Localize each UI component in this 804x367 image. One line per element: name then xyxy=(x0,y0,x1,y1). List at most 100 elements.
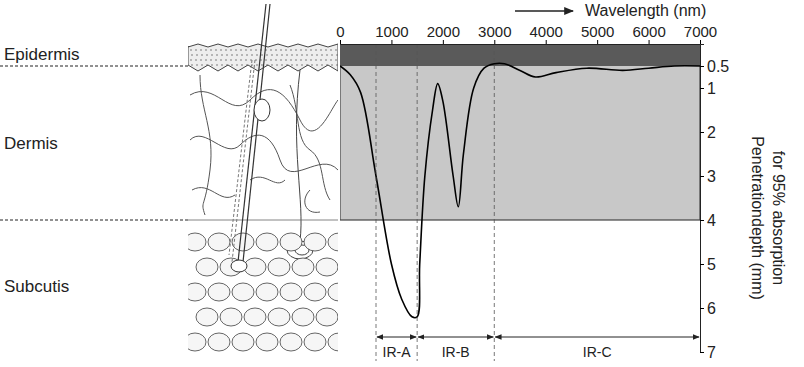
stipple xyxy=(226,54,227,55)
sweat-duct xyxy=(296,70,301,241)
x-tick: 7000 xyxy=(684,23,717,44)
vessel xyxy=(305,190,320,212)
y-tick-mark xyxy=(700,264,704,265)
stipple xyxy=(280,59,281,60)
stipple xyxy=(271,54,272,55)
y-tick-mark xyxy=(700,66,704,67)
stipple xyxy=(206,64,207,65)
band-label: IR-A xyxy=(383,344,412,360)
vessel xyxy=(290,85,330,200)
stipple xyxy=(310,59,311,60)
hair-follicle xyxy=(229,60,255,262)
x-tick-mark xyxy=(597,40,598,44)
stipple xyxy=(235,49,236,50)
fat-cell xyxy=(280,333,302,351)
band-boundary xyxy=(417,44,418,361)
stipple xyxy=(195,49,196,50)
y-tick-label: 1 xyxy=(707,80,716,97)
y-tick-label: 0.5 xyxy=(707,58,729,75)
stipple xyxy=(335,59,336,60)
y-tick: 0.5 xyxy=(700,58,729,75)
stipple xyxy=(231,54,232,55)
hair-bulb xyxy=(231,260,247,272)
fat-cell xyxy=(292,308,314,326)
y-tick-label: 2 xyxy=(707,124,716,141)
stipple xyxy=(295,49,296,50)
stipple xyxy=(200,49,201,50)
y-tick: 7 xyxy=(700,344,716,361)
stipple xyxy=(236,64,237,65)
x-tick-mark xyxy=(700,40,701,44)
stipple xyxy=(205,49,206,50)
stipple xyxy=(220,49,221,50)
y-tick: 3 xyxy=(700,168,716,185)
stipple xyxy=(311,64,312,65)
stipple xyxy=(225,49,226,50)
x-tick-label: 5000 xyxy=(581,23,614,40)
stipple xyxy=(316,64,317,65)
x-tick-mark xyxy=(546,40,547,44)
stipple xyxy=(335,49,336,50)
x-tick-mark xyxy=(494,40,495,44)
band-bracket xyxy=(495,337,699,338)
stipple xyxy=(235,59,236,60)
stipple xyxy=(315,59,316,60)
stipple xyxy=(316,54,317,55)
fat-cell xyxy=(304,333,326,351)
stipple xyxy=(206,54,207,55)
stipple xyxy=(225,59,226,60)
stipple xyxy=(331,64,332,65)
stipple xyxy=(275,59,276,60)
layer-label: Subcutis xyxy=(4,277,69,296)
stipple xyxy=(276,54,277,55)
stipple xyxy=(305,49,306,50)
vessel xyxy=(190,90,338,131)
vessel xyxy=(200,75,211,215)
stipple xyxy=(205,59,206,60)
stipple xyxy=(210,59,211,60)
band-boundary xyxy=(494,44,495,361)
fat-cell xyxy=(328,283,338,301)
layer-label: Dermis xyxy=(4,134,58,153)
stipple xyxy=(291,54,292,55)
vessel xyxy=(190,135,338,171)
fat-cell xyxy=(280,233,302,251)
stipple xyxy=(231,64,232,65)
stipple xyxy=(315,49,316,50)
fat-cell xyxy=(304,233,326,251)
epidermis-region xyxy=(340,44,700,66)
fat-cell xyxy=(208,333,230,351)
stipple xyxy=(201,64,202,65)
band-bracket xyxy=(418,337,493,338)
stipple xyxy=(230,49,231,50)
hair xyxy=(238,4,266,262)
stipple xyxy=(266,54,267,55)
layer-boundary xyxy=(0,220,188,221)
stipple xyxy=(266,64,267,65)
y-tick-label: 3 xyxy=(707,168,716,185)
stipple xyxy=(325,49,326,50)
fat-cell xyxy=(208,283,230,301)
stipple xyxy=(300,49,301,50)
x-tick: 5000 xyxy=(581,23,614,44)
y-tick-label: 6 xyxy=(707,300,716,317)
stipple xyxy=(195,59,196,60)
stipple xyxy=(256,64,257,65)
y-tick-mark xyxy=(700,220,704,221)
fat-cell xyxy=(208,233,230,251)
fat-cell xyxy=(188,233,206,251)
stipple xyxy=(290,59,291,60)
stipple xyxy=(305,59,306,60)
y-tick-mark xyxy=(700,176,704,177)
stipple xyxy=(241,64,242,65)
y-tick: 1 xyxy=(700,80,716,97)
stipple xyxy=(221,64,222,65)
stipple xyxy=(200,59,201,60)
stipple xyxy=(221,54,222,55)
y-tick-mark xyxy=(700,352,704,353)
y-tick-label: 7 xyxy=(707,344,716,361)
hair xyxy=(243,4,270,262)
stipple xyxy=(196,64,197,65)
stipple xyxy=(220,59,221,60)
stipple xyxy=(281,54,282,55)
